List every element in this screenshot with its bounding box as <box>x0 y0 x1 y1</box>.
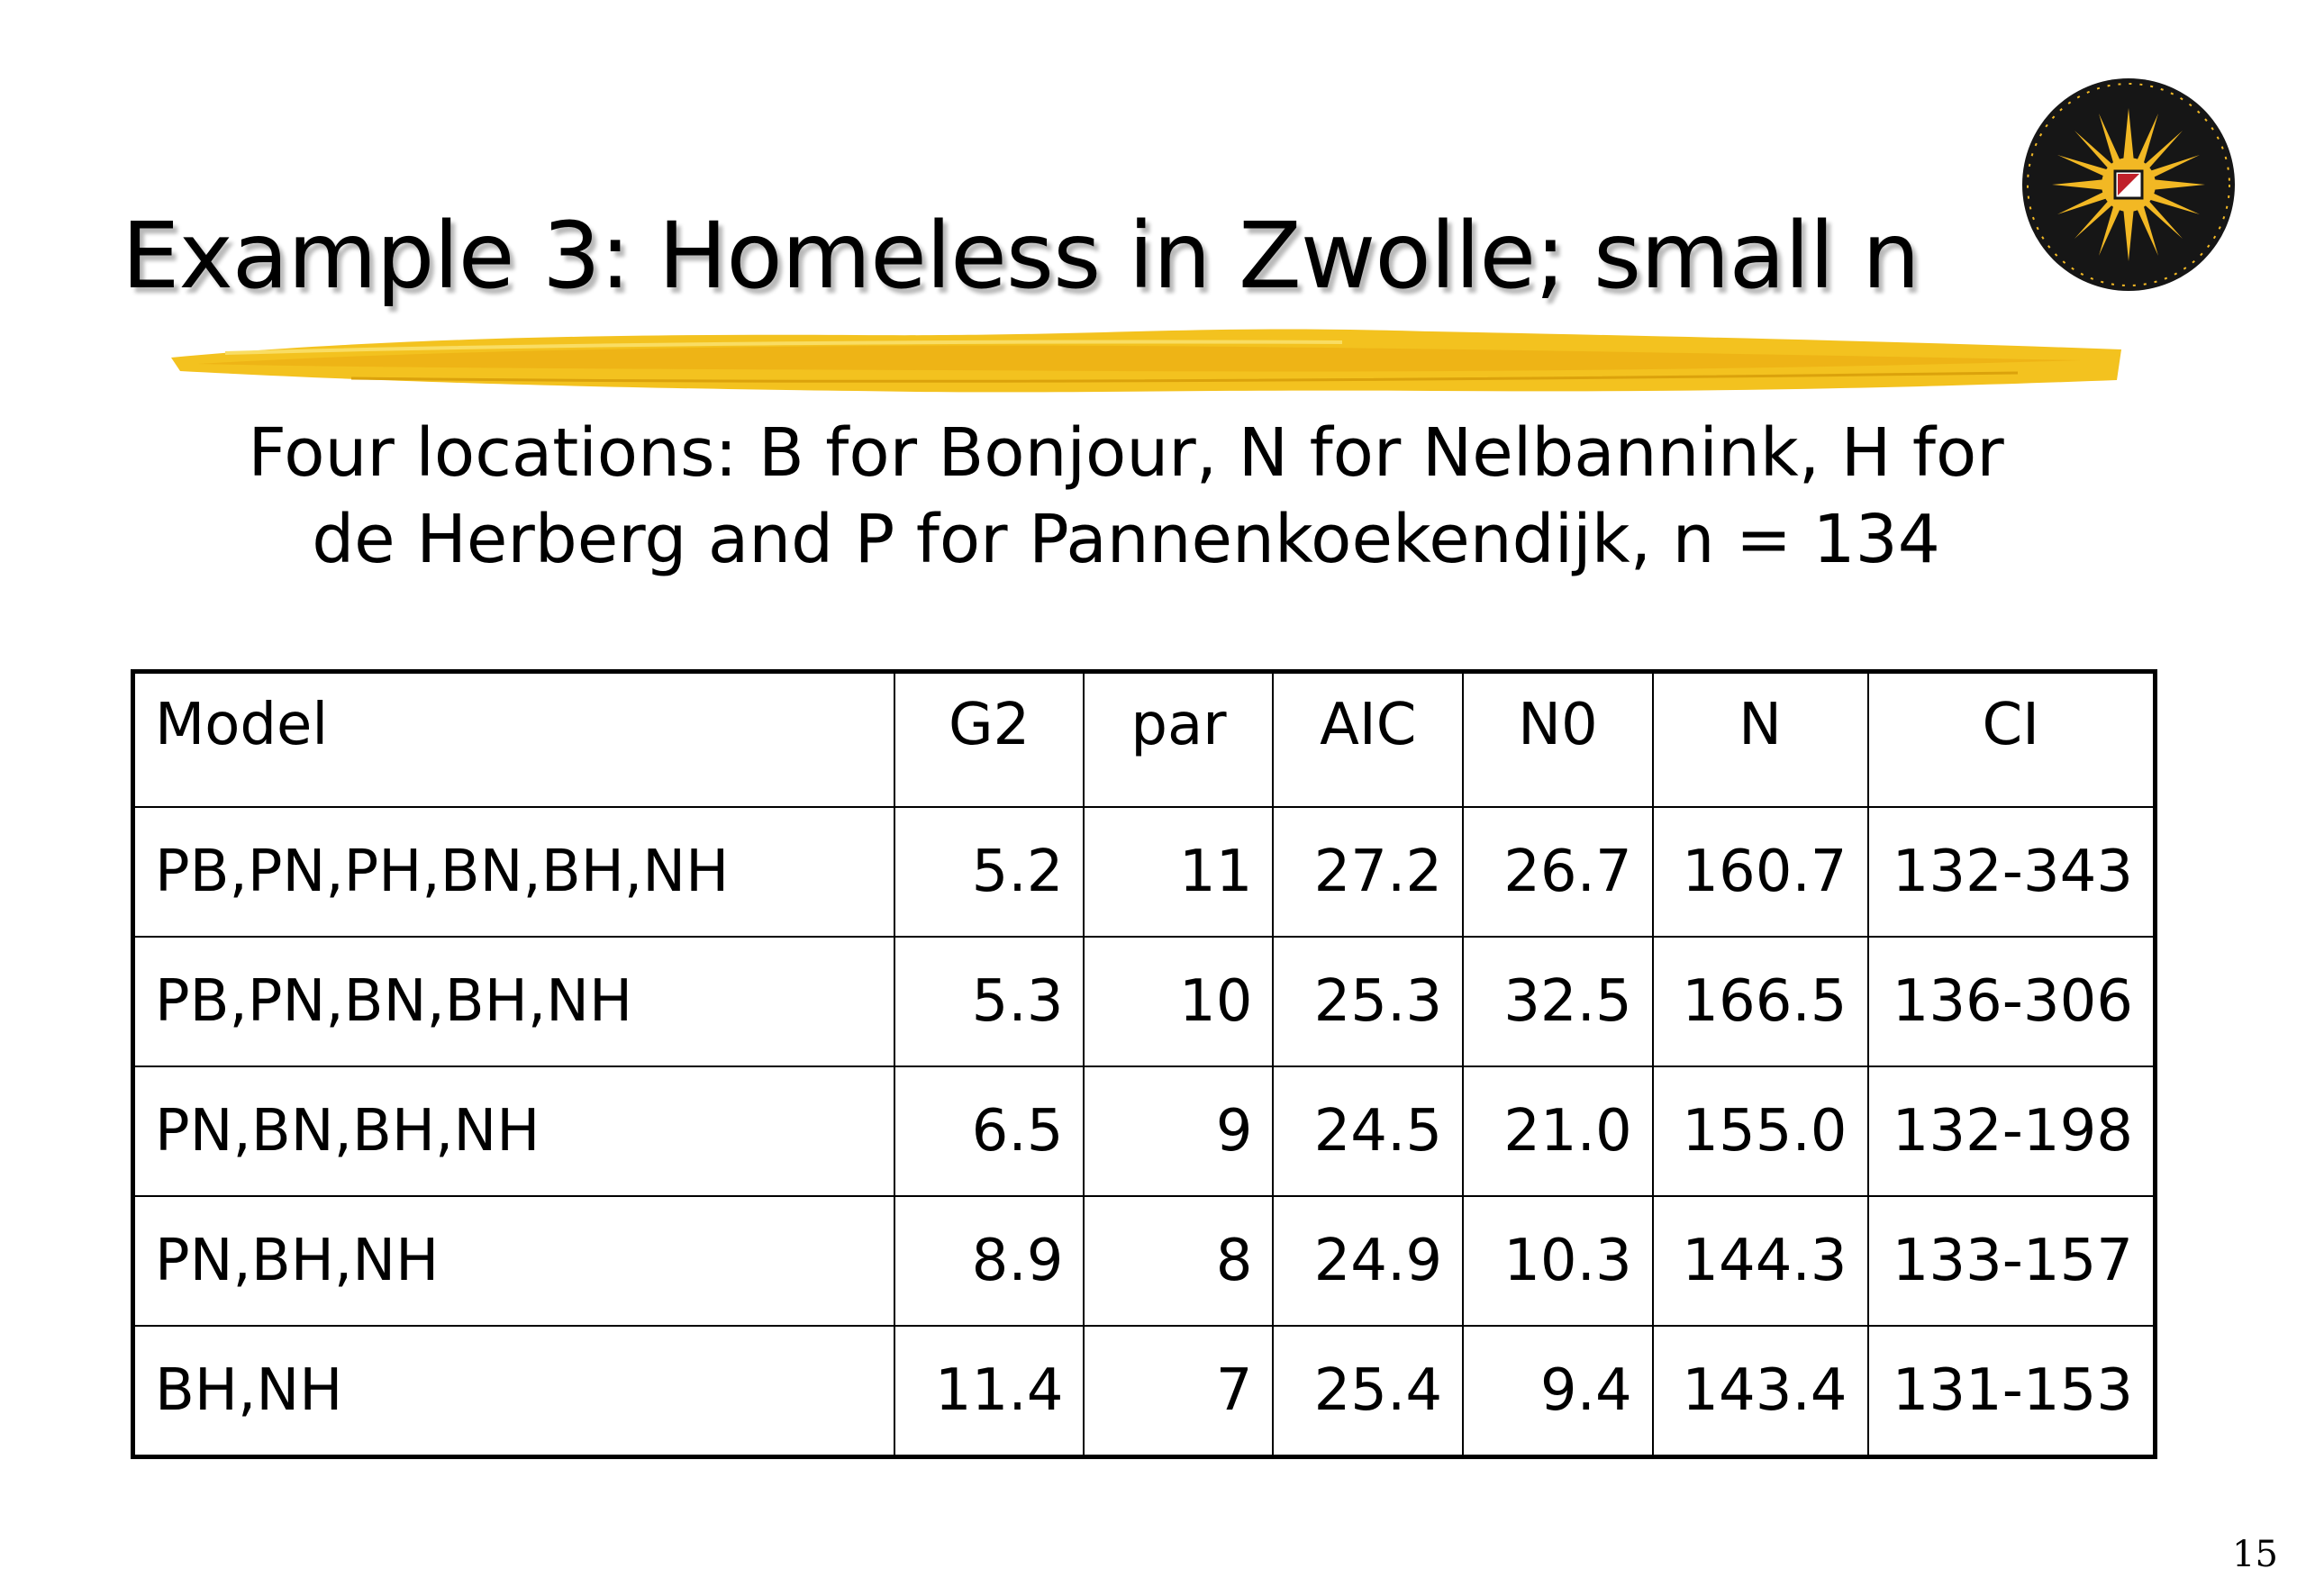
cell-par: 9 <box>1083 1065 1275 1197</box>
header-g2: G2 <box>893 670 1085 808</box>
subtitle-line-1: Four locations: B for Bonjour, N for Nel… <box>248 414 2004 492</box>
cell-ci: 132-198 <box>1866 1065 2156 1197</box>
cell-model: PN,BN,BH,NH <box>132 1065 895 1197</box>
model-results-table: Model G2 par AIC N0 N CI PB,PN,PH,BN,BH,… <box>131 669 2157 1459</box>
cell-ci: 136-306 <box>1866 935 2156 1067</box>
cell-aic: 24.5 <box>1272 1065 1465 1197</box>
table-row: BH,NH 11.4 7 25.4 9.4 143.4 131-153 <box>132 1324 2156 1457</box>
cell-n: 144.3 <box>1651 1194 1869 1327</box>
cell-ci: 132-343 <box>1866 805 2156 938</box>
cell-n: 160.7 <box>1651 805 1869 938</box>
subtitle-line-2: de Herberg and P for Pannenkoekendijk, n… <box>312 501 1940 578</box>
header-n0: N0 <box>1462 670 1654 808</box>
cell-g2: 11.4 <box>893 1324 1085 1457</box>
cell-n0: 26.7 <box>1462 805 1654 938</box>
header-n: N <box>1651 670 1869 808</box>
cell-par: 7 <box>1083 1324 1275 1457</box>
table-row: PB,PN,PH,BN,BH,NH 5.2 11 27.2 26.7 160.7… <box>132 805 2156 938</box>
cell-ci: 133-157 <box>1866 1194 2156 1327</box>
table-header-row: Model G2 par AIC N0 N CI <box>132 670 2156 808</box>
cell-aic: 25.4 <box>1272 1324 1465 1457</box>
header-aic: AIC <box>1272 670 1465 808</box>
cell-par: 11 <box>1083 805 1275 938</box>
cell-aic: 25.3 <box>1272 935 1465 1067</box>
cell-g2: 8.9 <box>893 1194 1085 1327</box>
cell-n0: 9.4 <box>1462 1324 1654 1457</box>
cell-par: 10 <box>1083 935 1275 1067</box>
cell-g2: 5.3 <box>893 935 1085 1067</box>
cell-n: 155.0 <box>1651 1065 1869 1197</box>
cell-model: PN,BH,NH <box>132 1194 895 1327</box>
table-row: PB,PN,BN,BH,NH 5.3 10 25.3 32.5 166.5 13… <box>132 935 2156 1067</box>
cell-n: 166.5 <box>1651 935 1869 1067</box>
subtitle: Four locations: B for Bonjour, N for Nel… <box>207 410 2045 583</box>
cell-g2: 6.5 <box>893 1065 1085 1197</box>
cell-g2: 5.2 <box>893 805 1085 938</box>
header-model: Model <box>132 670 895 808</box>
table-row: PN,BN,BH,NH 6.5 9 24.5 21.0 155.0 132-19… <box>132 1065 2156 1197</box>
table-row: PN,BH,NH 8.9 8 24.9 10.3 144.3 133-157 <box>132 1194 2156 1327</box>
cell-model: PB,PN,BN,BH,NH <box>132 935 895 1067</box>
cell-n0: 21.0 <box>1462 1065 1654 1197</box>
slide-title: Example 3: Homeless in Zwolle; small n <box>122 203 1920 310</box>
cell-model: PB,PN,PH,BN,BH,NH <box>132 805 895 938</box>
cell-par: 8 <box>1083 1194 1275 1327</box>
cell-n: 143.4 <box>1651 1324 1869 1457</box>
cell-aic: 27.2 <box>1272 805 1465 938</box>
header-ci: CI <box>1866 670 2156 808</box>
cell-aic: 24.9 <box>1272 1194 1465 1327</box>
cell-ci: 131-153 <box>1866 1324 2156 1457</box>
page-number: 15 <box>2232 1534 2278 1575</box>
cell-n0: 32.5 <box>1462 935 1654 1067</box>
header-par: par <box>1083 670 1275 808</box>
cell-model: BH,NH <box>132 1324 895 1457</box>
cell-n0: 10.3 <box>1462 1194 1654 1327</box>
yellow-brush-stroke <box>171 329 2121 393</box>
university-seal-logo <box>2022 78 2235 291</box>
